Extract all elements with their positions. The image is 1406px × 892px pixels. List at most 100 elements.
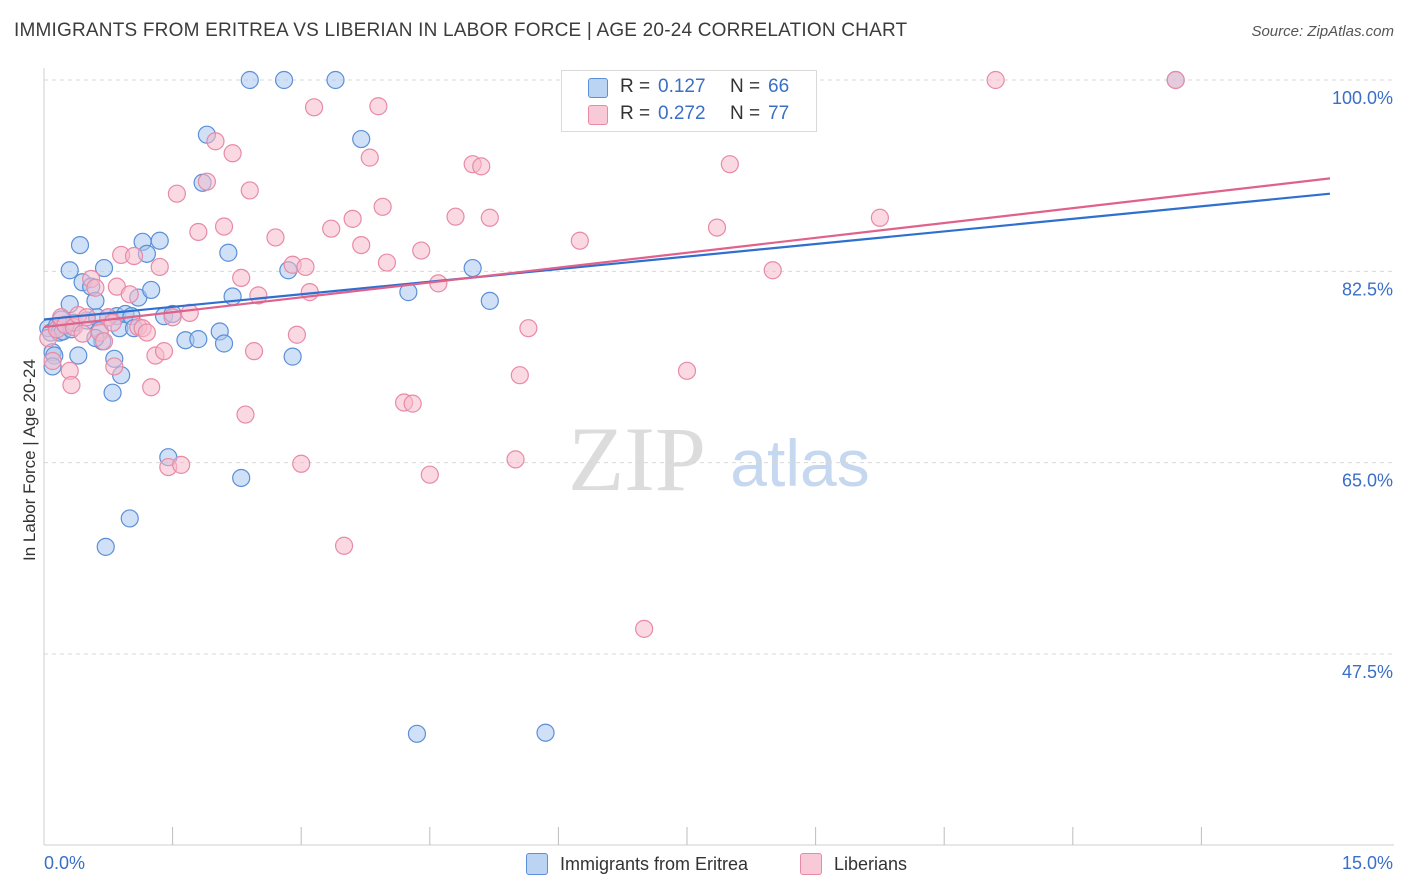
y-tick-label: 100.0% — [1332, 88, 1393, 108]
point-eritrea — [103, 383, 122, 402]
point-eritrea — [283, 347, 302, 366]
point-liberian — [635, 619, 654, 638]
gridlines — [44, 79, 1394, 655]
point-eritrea — [70, 235, 90, 255]
point-liberian — [480, 208, 499, 227]
point-liberian — [296, 257, 315, 277]
point-liberian — [720, 155, 739, 174]
point-eritrea — [240, 70, 259, 90]
point-eritrea — [326, 70, 345, 90]
point-liberian — [763, 261, 782, 280]
point-liberian — [986, 70, 1005, 90]
chart-title: IMMIGRANTS FROM ERITREA VS LIBERIAN IN L… — [14, 20, 908, 41]
point-liberian — [94, 332, 114, 351]
point-eritrea — [69, 346, 88, 365]
legend-swatch-eritrea — [588, 78, 608, 98]
point-liberian — [446, 207, 465, 226]
point-liberian — [103, 313, 122, 332]
bottom-legend-eritrea: Immigrants from Eritrea — [526, 852, 748, 876]
point-liberian — [292, 454, 311, 473]
point-liberian — [197, 172, 216, 191]
point-liberian — [472, 157, 491, 176]
point-liberian — [429, 274, 448, 293]
point-liberian — [377, 253, 397, 272]
point-liberian — [707, 218, 727, 237]
trendline-liberians — [43, 177, 1331, 329]
point-liberian — [223, 144, 242, 163]
point-liberian — [287, 325, 307, 344]
point-liberian — [120, 285, 139, 304]
bottom-legend-label-liberians: Liberians — [834, 853, 908, 874]
point-liberian — [172, 455, 191, 474]
point-eritrea — [536, 723, 555, 742]
point-liberian — [412, 241, 431, 260]
point-liberian — [373, 197, 392, 216]
point-liberian — [150, 257, 169, 277]
point-liberian — [214, 217, 234, 236]
x-tick-label: 15.0% — [1342, 853, 1393, 873]
point-liberian — [232, 268, 251, 287]
legend-n-value: 66 — [768, 76, 790, 97]
legend-r-value: 0.272 — [658, 103, 706, 124]
point-eritrea — [480, 291, 499, 310]
point-liberian — [43, 351, 62, 371]
point-liberian — [206, 132, 225, 151]
legend-n-value: 77 — [768, 103, 790, 124]
point-liberian — [137, 323, 156, 342]
point-liberian — [343, 209, 362, 228]
axes — [43, 68, 1394, 846]
point-eritrea — [142, 280, 161, 300]
y-tick-label: 65.0% — [1342, 471, 1393, 491]
point-liberian — [570, 231, 589, 250]
legend-r-label: R = — [620, 103, 651, 124]
point-eritrea — [189, 330, 208, 349]
point-liberian — [334, 536, 354, 555]
point-liberian — [352, 235, 371, 255]
point-eritrea — [463, 258, 482, 278]
point-liberian — [167, 184, 186, 203]
source-label: Source: ZipAtlas.com — [1251, 23, 1394, 40]
trendline-eritrea — [43, 192, 1331, 321]
point-liberian — [86, 278, 105, 297]
point-liberian — [73, 324, 92, 343]
point-eritrea — [232, 468, 251, 488]
point-eritrea — [219, 243, 238, 262]
legend-n-label: N = — [730, 103, 761, 124]
series-liberians — [39, 70, 1185, 638]
point-liberian — [870, 208, 890, 227]
point-liberian — [677, 361, 697, 380]
point-liberian — [154, 342, 174, 361]
point-liberian — [105, 357, 124, 376]
legend-swatch-liberians — [588, 105, 608, 125]
point-eritrea — [214, 334, 234, 353]
point-liberian — [266, 228, 285, 247]
point-liberian — [369, 97, 388, 116]
bottom-legend-label-eritrea: Immigrants from Eritrea — [560, 853, 749, 874]
trendlines — [43, 177, 1331, 329]
legend-n-label: N = — [730, 76, 761, 97]
stats-legend: R = 0.127 N = 66 R = 0.272 N = 77 — [561, 70, 817, 132]
point-liberian — [142, 378, 161, 397]
point-liberian — [236, 405, 255, 424]
point-liberian — [506, 450, 525, 469]
point-eritrea — [407, 724, 427, 743]
x-tick-label: 0.0% — [44, 853, 85, 873]
point-liberian — [304, 98, 324, 117]
point-liberian — [510, 366, 529, 385]
point-liberian — [62, 375, 81, 395]
point-eritrea — [94, 258, 114, 278]
point-liberian — [360, 148, 379, 167]
point-liberian — [240, 181, 259, 200]
legend-r-label: R = — [620, 76, 651, 97]
point-liberian — [403, 394, 422, 413]
y-axis-label: In Labor Force | Age 20-24 — [20, 359, 39, 561]
point-liberian — [180, 303, 199, 322]
bottom-legend-swatch-liberians — [800, 853, 822, 875]
point-liberian — [1166, 70, 1185, 90]
legend-r-value: 0.127 — [658, 76, 706, 97]
bottom-legend-liberians: Liberians — [800, 852, 907, 876]
point-liberian — [124, 246, 144, 266]
point-eritrea — [60, 261, 79, 280]
point-eritrea — [150, 231, 169, 250]
